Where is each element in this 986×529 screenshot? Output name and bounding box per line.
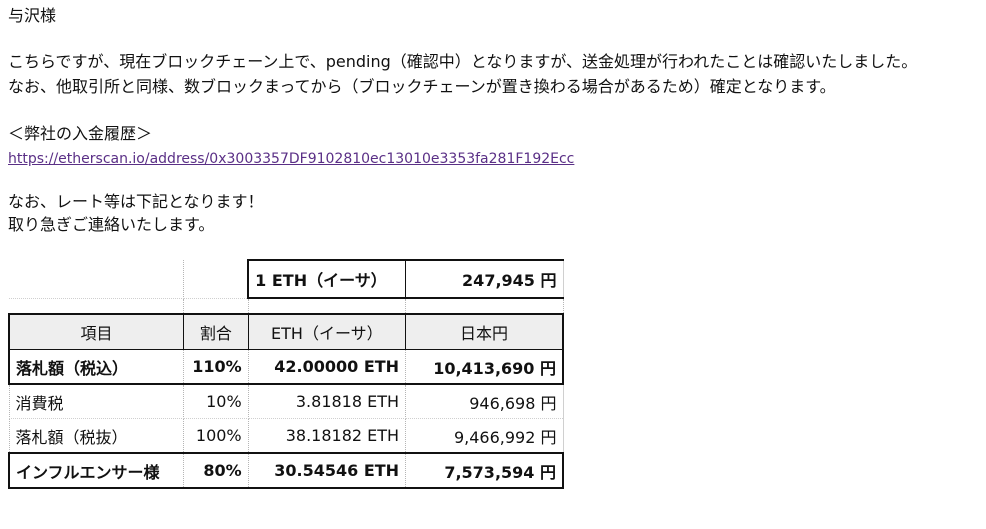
header-ratio: 割合 xyxy=(183,313,249,350)
row-ratio: 80% xyxy=(183,453,249,489)
row-item: 落札額（税抜） xyxy=(8,418,185,454)
paragraph-closing: 取り急ぎご連絡いたします。 xyxy=(8,215,215,234)
table-row: 落札額（税込） 110% 42.00000 ETH 10,413,690 円 xyxy=(8,349,565,385)
row-ratio: 110% xyxy=(183,349,249,385)
header-jpy: 日本円 xyxy=(405,313,565,350)
rate-value: 247,945 円 xyxy=(405,259,564,299)
empty-cell xyxy=(9,260,185,299)
rate-row: 1 ETH（イーサ） 247,945 円 xyxy=(9,259,564,299)
row-ratio: 10% xyxy=(183,384,249,419)
empty-cell xyxy=(183,260,249,299)
table-row: インフルエンサー様 80% 30.54546 ETH 7,573,594 円 xyxy=(8,453,565,489)
header-item: 項目 xyxy=(8,313,185,350)
row-eth: 38.18182 ETH xyxy=(248,418,407,454)
table-row: 消費税 10% 3.81818 ETH 946,698 円 xyxy=(8,384,564,419)
rate-label: 1 ETH（イーサ） xyxy=(247,259,407,299)
row-eth: 42.00000 ETH xyxy=(248,349,407,385)
table-header: 項目 割合 ETH（イーサ） 日本円 xyxy=(8,313,565,350)
row-item: インフルエンサー様 xyxy=(8,453,185,489)
row-jpy: 9,466,992 円 xyxy=(405,418,564,454)
row-item: 消費税 xyxy=(8,384,185,419)
row-jpy: 946,698 円 xyxy=(405,384,564,419)
history-heading: ＜弊社の入金履歴＞ xyxy=(8,124,153,143)
paragraph-confirmation: なお、他取引所と同様、数ブロックまってから（ブロックチェーンが置き換わる場合があ… xyxy=(8,77,836,96)
header-eth: ETH（イーサ） xyxy=(247,313,407,350)
salutation: 与沢様 xyxy=(8,6,57,25)
row-jpy: 10,413,690 円 xyxy=(405,349,565,385)
row-item: 落札額（税込） xyxy=(8,349,185,385)
row-eth: 30.54546 ETH xyxy=(248,453,407,489)
row-eth: 3.81818 ETH xyxy=(248,384,407,419)
paragraph-rate-intro: なお、レート等は下記となります！ xyxy=(8,192,264,211)
row-ratio: 100% xyxy=(183,418,249,454)
etherscan-link[interactable]: https://etherscan.io/address/0x3003357DF… xyxy=(8,151,575,167)
table-row: 落札額（税抜） 100% 38.18182 ETH 9,466,992 円 xyxy=(8,418,564,454)
rate-table: 1 ETH（イーサ） 247,945 円 項目 割合 ETH（イーサ） 日本円 … xyxy=(8,259,565,489)
paragraph-status: こちらですが、現在ブロックチェーン上で、pending（確認中）となりますが、送… xyxy=(8,52,918,71)
row-jpy: 7,573,594 円 xyxy=(405,453,565,489)
